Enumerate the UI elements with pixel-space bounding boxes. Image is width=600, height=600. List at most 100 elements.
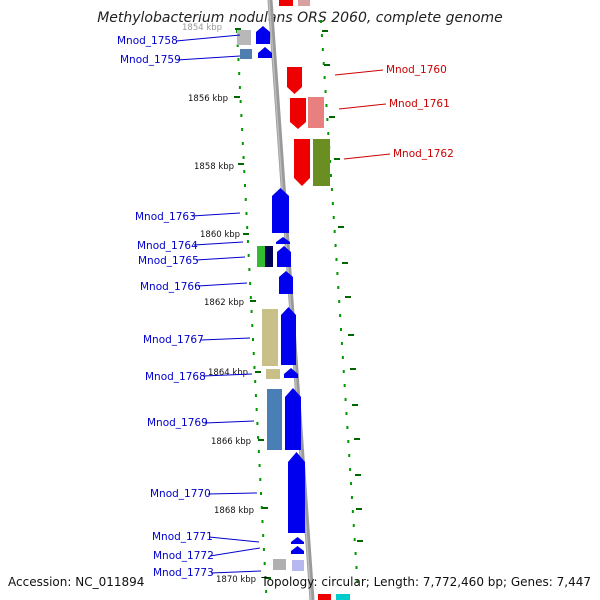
gene-1771-arrow bbox=[291, 537, 304, 544]
gene-1766-arrow bbox=[279, 271, 293, 294]
gene-label: Mnod_1767 bbox=[143, 334, 204, 346]
gene-1765-arrow bbox=[277, 246, 291, 267]
dot bbox=[337, 286, 340, 289]
dot bbox=[349, 468, 352, 471]
left-gene-label-group: Mnod_1769 bbox=[147, 417, 255, 429]
outer-tick bbox=[334, 158, 340, 160]
dot bbox=[340, 328, 343, 331]
dot bbox=[355, 566, 358, 569]
dot bbox=[330, 188, 333, 191]
left-gene-label-group: Mnod_1772 bbox=[153, 547, 261, 562]
gene-label: Mnod_1761 bbox=[389, 98, 450, 110]
genome-summary-text: Topology: circular; Length: 7,772,460 bp… bbox=[261, 575, 591, 589]
left-gene-label-group: Mnod_1767 bbox=[143, 334, 251, 346]
left-gene-label-group: Mnod_1763 bbox=[135, 211, 241, 223]
kbp-tick-label: 1870 kbp bbox=[216, 575, 256, 585]
dot bbox=[244, 198, 247, 201]
dot bbox=[333, 230, 336, 233]
leader-line bbox=[202, 373, 253, 377]
gene-1768-arrow bbox=[284, 368, 298, 378]
leader-line bbox=[195, 256, 246, 261]
dot bbox=[244, 184, 247, 187]
gene-label: Mnod_1768 bbox=[145, 371, 206, 383]
dot bbox=[321, 48, 324, 51]
dot bbox=[248, 268, 251, 271]
dot bbox=[331, 202, 334, 205]
right-gene-label-group: Mnod_1760 bbox=[334, 64, 447, 76]
outer-tick bbox=[322, 30, 328, 32]
kbp-tick-mark bbox=[238, 163, 244, 165]
dot bbox=[320, 20, 322, 23]
outer-tick bbox=[352, 404, 358, 406]
dot bbox=[336, 272, 339, 275]
gene-1759-arrow bbox=[258, 47, 272, 58]
dot bbox=[240, 114, 243, 117]
left-gene-label-group: Mnod_1773 bbox=[153, 567, 262, 579]
dot bbox=[262, 534, 265, 537]
dot bbox=[253, 366, 256, 369]
dot bbox=[249, 296, 252, 299]
dot bbox=[338, 300, 341, 303]
left-gene-label-group: Mnod_1766 bbox=[140, 281, 248, 293]
gene-1763-arrow bbox=[272, 188, 289, 233]
map-title: Methylobacterium nodulans ORS 2060, comp… bbox=[97, 10, 503, 26]
outer-tick bbox=[329, 116, 335, 118]
dot bbox=[342, 370, 345, 373]
leader-line bbox=[197, 282, 248, 287]
gene-1767-arrow bbox=[281, 307, 296, 365]
gene-partial-bottom bbox=[336, 594, 350, 600]
gene-1758-arrow bbox=[256, 26, 270, 44]
gene-1772-arrow bbox=[291, 546, 304, 554]
gene-label: Mnod_1760 bbox=[386, 64, 447, 76]
left-gene-label-group: Mnod_1770 bbox=[150, 488, 258, 500]
dot bbox=[246, 240, 249, 243]
dot bbox=[254, 394, 257, 397]
gene-1764-arrow bbox=[276, 237, 290, 244]
gene-partial-bottom bbox=[318, 594, 331, 600]
gene-1773-box bbox=[292, 560, 304, 571]
kbp-tick: 1858 kbp bbox=[194, 162, 244, 172]
gene-1768-cog bbox=[266, 369, 280, 379]
gene-label: Mnod_1762 bbox=[393, 148, 454, 160]
outer-tick bbox=[357, 540, 363, 542]
kbp-tick: 1854 kbp bbox=[182, 23, 241, 33]
dot bbox=[327, 132, 330, 135]
kbp-tick: 1860 kbp bbox=[200, 230, 249, 240]
right-gene-label-group: Mnod_1761 bbox=[338, 98, 450, 110]
inner-dot-column bbox=[236, 30, 268, 593]
dot bbox=[326, 118, 329, 121]
leader-line bbox=[175, 34, 241, 42]
dot bbox=[263, 562, 266, 565]
left-gene-label-group: Mnod_1764 bbox=[137, 240, 244, 252]
dot bbox=[241, 128, 244, 131]
dot bbox=[260, 506, 263, 509]
dot bbox=[258, 464, 261, 467]
gene-1769-arrow bbox=[285, 388, 301, 450]
dot bbox=[251, 324, 254, 327]
gene-1759-cog bbox=[240, 49, 252, 59]
leader-line bbox=[200, 337, 251, 341]
dot bbox=[252, 338, 255, 341]
dot bbox=[236, 44, 239, 47]
kbp-tick-label: 1866 kbp bbox=[211, 437, 251, 447]
kbp-tick-mark bbox=[235, 28, 241, 30]
kbp-tick-label: 1864 kbp bbox=[208, 368, 248, 378]
dot bbox=[265, 590, 268, 593]
dot bbox=[252, 352, 255, 355]
gene-label: Mnod_1763 bbox=[135, 211, 196, 223]
dot bbox=[245, 212, 248, 215]
leader-line bbox=[343, 153, 391, 160]
gene-1761-arrow bbox=[290, 98, 306, 129]
right-gene-label-group: Mnod_1762 bbox=[343, 148, 454, 160]
dot bbox=[259, 478, 262, 481]
kbp-tick-mark bbox=[262, 507, 268, 509]
left-gene-label-group: Mnod_1759 bbox=[120, 54, 241, 66]
leader-line bbox=[191, 212, 241, 217]
outer-tick bbox=[348, 334, 354, 336]
dot bbox=[238, 86, 241, 89]
gene-label: Mnod_1769 bbox=[147, 417, 208, 429]
dot bbox=[241, 142, 244, 145]
dot bbox=[249, 282, 252, 285]
left-gene-label-group: Mnod_1771 bbox=[152, 531, 260, 543]
